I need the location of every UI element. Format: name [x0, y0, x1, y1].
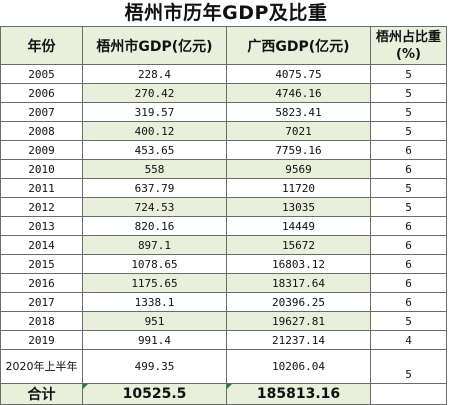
ratio-cell[interactable]: 6	[370, 292, 447, 312]
year-cell[interactable]: 2009	[0, 140, 83, 160]
total-ratio-cell[interactable]	[370, 383, 447, 405]
year-cell[interactable]: 2014	[0, 235, 83, 255]
header-ratio[interactable]: 梧州占比重(%)	[370, 26, 447, 65]
table-row: 2019 991.4 21237.14 4	[0, 330, 447, 350]
total-wuzhou-cell[interactable]: 10525.5	[82, 383, 227, 405]
ratio-cell[interactable]: 5	[370, 83, 447, 103]
ratio-cell[interactable]: 5	[370, 197, 447, 217]
ratio-cell[interactable]: 5	[370, 121, 447, 141]
wuzhou-gdp-cell[interactable]: 991.4	[82, 330, 227, 350]
guangxi-gdp-cell[interactable]: 7759.16	[226, 140, 371, 160]
ratio-cell[interactable]: 4	[370, 330, 447, 350]
ratio-cell[interactable]: 6	[370, 159, 447, 179]
gdp-table: 年份 梧州市GDP(亿元) 广西GDP(亿元) 梧州占比重(%) 2005 22…	[0, 26, 447, 405]
header-wuzhou-gdp[interactable]: 梧州市GDP(亿元)	[82, 26, 227, 65]
guangxi-gdp-cell[interactable]: 20396.25	[226, 292, 371, 312]
year-cell[interactable]: 2013	[0, 216, 83, 236]
error-indicator-icon	[227, 384, 232, 389]
table-row: 2015 1078.65 16803.12 6	[0, 254, 447, 274]
wuzhou-gdp-cell[interactable]: 951	[82, 311, 227, 331]
guangxi-gdp-cell[interactable]: 19627.81	[226, 311, 371, 331]
wuzhou-gdp-cell[interactable]: 897.1	[82, 235, 227, 255]
wuzhou-gdp-cell[interactable]: 1175.65	[82, 273, 227, 293]
ratio-cell[interactable]: 5	[370, 311, 447, 331]
guangxi-gdp-cell[interactable]: 11720	[226, 178, 371, 198]
header-guangxi-gdp[interactable]: 广西GDP(亿元)	[226, 26, 371, 65]
wuzhou-gdp-cell[interactable]: 637.79	[82, 178, 227, 198]
wuzhou-gdp-cell[interactable]: 453.65	[82, 140, 227, 160]
guangxi-gdp-cell[interactable]: 21237.14	[226, 330, 371, 350]
table-row: 2009 453.65 7759.16 6	[0, 140, 447, 160]
year-cell[interactable]: 2007	[0, 102, 83, 122]
guangxi-gdp-cell[interactable]: 4075.75	[226, 64, 371, 84]
table-row: 2013 820.16 14449 6	[0, 216, 447, 236]
wuzhou-gdp-cell[interactable]: 558	[82, 159, 227, 179]
year-cell[interactable]: 2015	[0, 254, 83, 274]
wuzhou-gdp-cell[interactable]: 1338.1	[82, 292, 227, 312]
total-guangxi-value: 185813.16	[256, 386, 341, 402]
ratio-cell[interactable]: 5	[370, 178, 447, 198]
total-row: 合计 10525.5 185813.16	[0, 383, 447, 405]
total-label: 合计	[27, 387, 56, 403]
year-cell[interactable]: 2011	[0, 178, 83, 198]
ratio-cell[interactable]: 6	[370, 273, 447, 293]
ratio-cell[interactable]: 5	[370, 349, 447, 384]
table-row: 2016 1175.65 18317.64 6	[0, 273, 447, 293]
table-row: 2017 1338.1 20396.25 6	[0, 292, 447, 312]
year-cell[interactable]: 2020年上半年	[0, 349, 83, 384]
header-year[interactable]: 年份	[0, 26, 83, 65]
wuzhou-gdp-cell[interactable]: 724.53	[82, 197, 227, 217]
table-row: 2011 637.79 11720 5	[0, 178, 447, 198]
year-cell[interactable]: 2008	[0, 121, 83, 141]
guangxi-gdp-cell[interactable]: 9569	[226, 159, 371, 179]
wuzhou-gdp-cell[interactable]: 400.12	[82, 121, 227, 141]
table-row: 2007 319.57 5823.41 5	[0, 102, 447, 122]
table-row: 2014 897.1 15672 6	[0, 235, 447, 255]
table-row: 2008 400.12 7021 5	[0, 121, 447, 141]
wuzhou-gdp-cell[interactable]: 228.4	[82, 64, 227, 84]
table-row: 2005 228.4 4075.75 5	[0, 64, 447, 84]
ratio-cell[interactable]: 6	[370, 216, 447, 236]
table-body: 2005 228.4 4075.75 5 2006 270.42 4746.16…	[0, 64, 447, 405]
table-row: 2018 951 19627.81 5	[0, 311, 447, 331]
guangxi-gdp-cell[interactable]: 4746.16	[226, 83, 371, 103]
year-cell[interactable]: 2018	[0, 311, 83, 331]
ratio-cell[interactable]: 6	[370, 254, 447, 274]
year-cell[interactable]: 2016	[0, 273, 83, 293]
guangxi-gdp-cell[interactable]: 13035	[226, 197, 371, 217]
wuzhou-gdp-cell[interactable]: 820.16	[82, 216, 227, 236]
year-cell[interactable]: 2006	[0, 83, 83, 103]
total-guangxi-cell[interactable]: 185813.16	[226, 383, 371, 405]
guangxi-gdp-cell[interactable]: 7021	[226, 121, 371, 141]
guangxi-gdp-cell[interactable]: 14449	[226, 216, 371, 236]
ratio-cell[interactable]: 6	[370, 140, 447, 160]
year-cell[interactable]: 2017	[0, 292, 83, 312]
guangxi-gdp-cell[interactable]: 10206.04	[226, 349, 371, 384]
ratio-cell[interactable]: 5	[370, 102, 447, 122]
total-wuzhou-value: 10525.5	[122, 386, 187, 402]
guangxi-gdp-cell[interactable]: 15672	[226, 235, 371, 255]
wuzhou-gdp-cell[interactable]: 499.35	[82, 349, 227, 384]
error-indicator-icon	[83, 384, 88, 389]
table-row: 2006 270.42 4746.16 5	[0, 83, 447, 103]
ratio-cell[interactable]: 6	[370, 235, 447, 255]
year-cell[interactable]: 2012	[0, 197, 83, 217]
guangxi-gdp-cell[interactable]: 18317.64	[226, 273, 371, 293]
table-row: 2010 558 9569 6	[0, 159, 447, 179]
header-row: 年份 梧州市GDP(亿元) 广西GDP(亿元) 梧州占比重(%)	[0, 26, 447, 65]
sheet-title: 梧州市历年GDP及比重	[124, 2, 328, 24]
year-cell[interactable]: 2010	[0, 159, 83, 179]
wuzhou-gdp-cell[interactable]: 319.57	[82, 102, 227, 122]
year-cell[interactable]: 2019	[0, 330, 83, 350]
year-cell[interactable]: 2005	[0, 64, 83, 84]
wuzhou-gdp-cell[interactable]: 270.42	[82, 83, 227, 103]
table-row: 2012 724.53 13035 5	[0, 197, 447, 217]
guangxi-gdp-cell[interactable]: 5823.41	[226, 102, 371, 122]
ratio-cell[interactable]: 5	[370, 64, 447, 84]
wuzhou-gdp-cell[interactable]: 1078.65	[82, 254, 227, 274]
total-label-cell[interactable]: 合计	[0, 383, 83, 405]
guangxi-gdp-cell[interactable]: 16803.12	[226, 254, 371, 274]
table-row: 2020年上半年 499.35 10206.04 5	[0, 349, 447, 384]
